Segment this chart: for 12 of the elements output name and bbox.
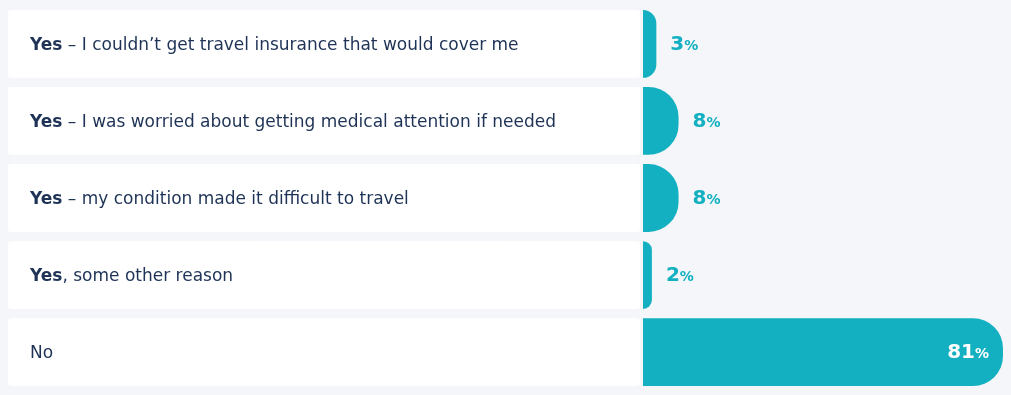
y-tick-label: Yes – I couldn’t get travel insurance that would cover me (29, 33, 519, 54)
bar (643, 318, 1003, 386)
data-label: 8% (692, 107, 721, 132)
data-label: 8% (692, 184, 721, 209)
data-label: 3% (670, 30, 699, 55)
data-label: 81% (947, 338, 989, 363)
data-label: 2% (665, 261, 694, 286)
y-tick-label: Yes – my condition made it difficult to travel (29, 187, 409, 208)
y-tick-label: No (30, 342, 54, 363)
y-tick-label: Yes, some other reason (29, 265, 234, 285)
bar (643, 241, 652, 309)
y-tick-label: Yes – I was worried about getting medical attention if needed (29, 110, 557, 131)
